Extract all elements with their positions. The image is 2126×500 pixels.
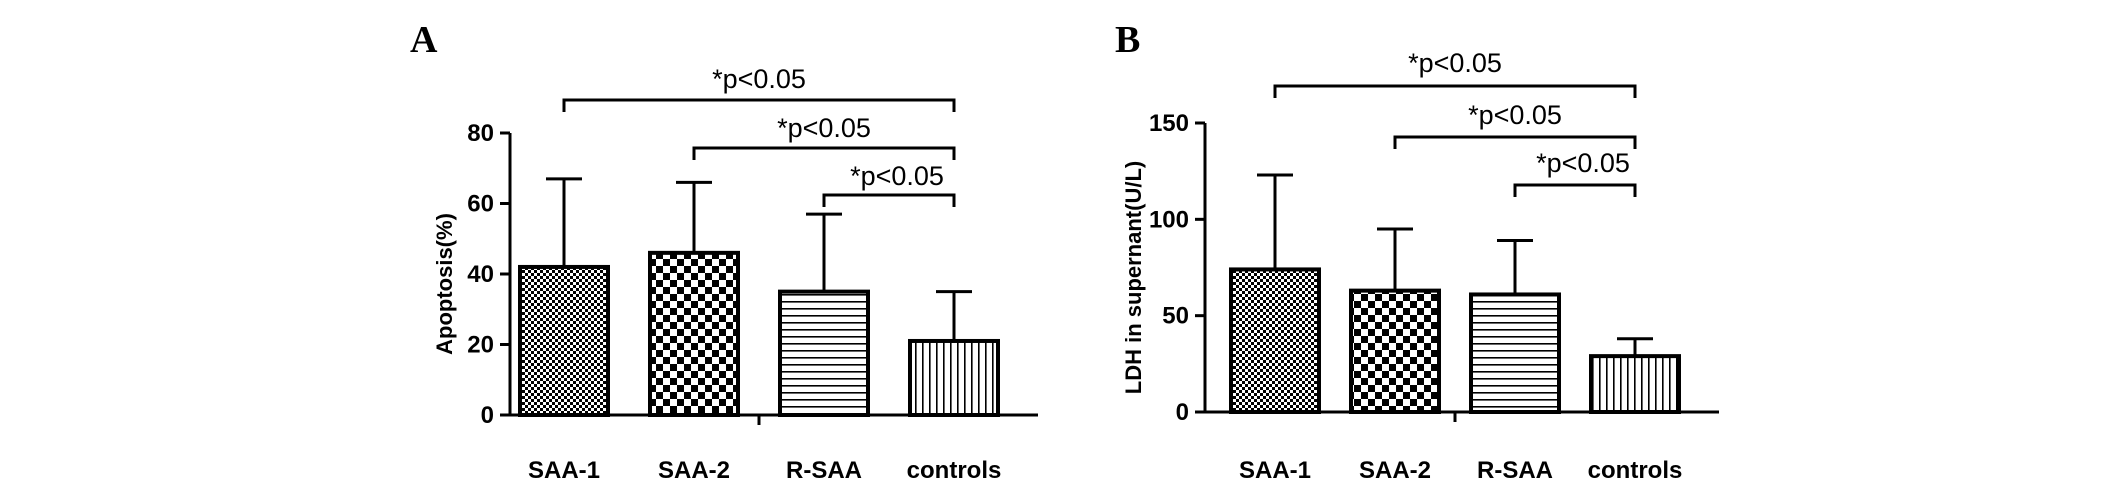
y-axis-label: LDH in supernant(U/L) bbox=[1121, 161, 1146, 394]
y-tick-label: 20 bbox=[467, 332, 494, 359]
bar-controls bbox=[908, 338, 1000, 418]
significance-bracket bbox=[1393, 135, 1637, 149]
significance-label: *p<0.05 bbox=[777, 113, 871, 143]
y-tick-label: 80 bbox=[467, 120, 494, 147]
x-tick-label: controls bbox=[1588, 457, 1683, 484]
significance-label: *p<0.05 bbox=[1468, 100, 1562, 130]
significance-label: *p<0.05 bbox=[1536, 148, 1630, 178]
significance-bracket bbox=[822, 193, 956, 207]
significance-bracket bbox=[1273, 84, 1637, 98]
bar-saa-1 bbox=[518, 264, 610, 418]
y-tick-label: 40 bbox=[467, 261, 494, 288]
bar-r-saa bbox=[1469, 292, 1561, 414]
significance-label: *p<0.05 bbox=[712, 64, 806, 94]
panel-letter-b: B bbox=[1115, 19, 1141, 61]
significance-bracket bbox=[562, 98, 956, 112]
y-tick-label: 100 bbox=[1149, 206, 1189, 233]
x-tick-label: R-SAA bbox=[786, 457, 862, 484]
x-tick-label: SAA-2 bbox=[1359, 457, 1431, 484]
y-tick-label: 0 bbox=[481, 402, 494, 429]
x-tick-label: R-SAA bbox=[1477, 457, 1553, 484]
y-tick-label: 50 bbox=[1162, 303, 1189, 330]
bar-saa-1 bbox=[1229, 267, 1321, 414]
x-tick-label: SAA-1 bbox=[528, 457, 600, 484]
significance-bracket bbox=[1513, 183, 1637, 197]
x-tick-label: controls bbox=[907, 457, 1002, 484]
y-tick-label: 0 bbox=[1176, 399, 1189, 426]
y-tick-label: 60 bbox=[467, 191, 494, 218]
bar-saa-2 bbox=[648, 250, 740, 417]
panel-b: B 0 50 100 150 LDH in supernant(U/L) SAA-1 SAA… bbox=[1095, 0, 1795, 495]
bar-saa-2 bbox=[1349, 288, 1441, 414]
bar-r-saa bbox=[778, 289, 870, 417]
y-axis-label: Apoptosis(%) bbox=[432, 213, 457, 355]
panel-a: A 0 20 40 60 80 Apoptosis(%) SAA-1 SAA-2 R-SAA co… bbox=[390, 0, 1090, 495]
significance-bracket bbox=[692, 146, 956, 160]
significance-label: *p<0.05 bbox=[1408, 48, 1502, 78]
x-tick-label: SAA-1 bbox=[1239, 457, 1311, 484]
x-tick-label: SAA-2 bbox=[658, 457, 730, 484]
y-tick-label: 150 bbox=[1149, 110, 1189, 137]
chart-a: 0 20 40 60 80 Apoptosis(%) SAA-1 SAA-2 R-SAA cont… bbox=[432, 64, 1038, 484]
bar-controls bbox=[1589, 354, 1681, 415]
panel-letter-a: A bbox=[410, 19, 438, 61]
significance-label: *p<0.05 bbox=[850, 161, 944, 191]
